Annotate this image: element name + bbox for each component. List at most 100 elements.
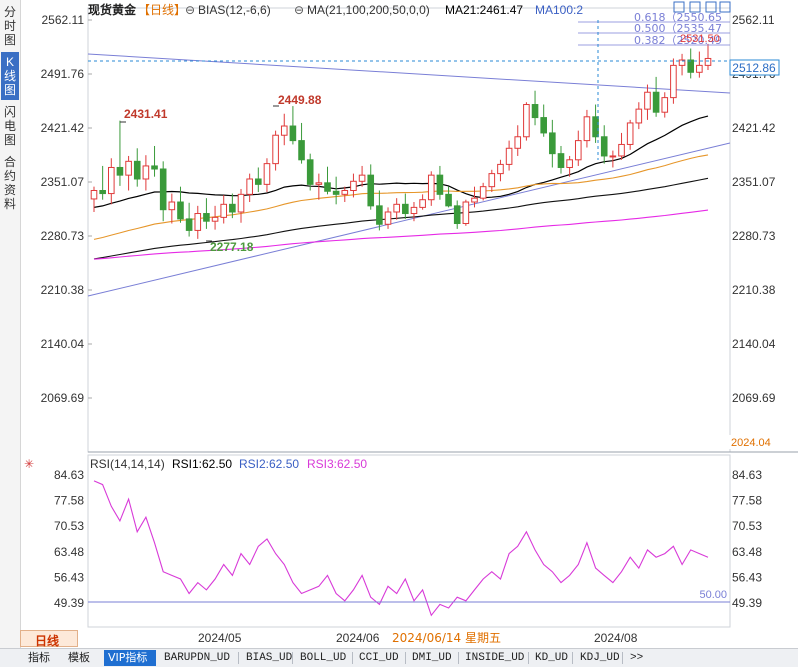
support-trendline [87, 142, 731, 297]
tab-indicator[interactable]: 指标 [28, 651, 50, 664]
tab-kdj[interactable]: KDJ_UD [580, 652, 620, 664]
candle-body [505, 147, 513, 165]
price-tick-right: 2069.69 [732, 391, 776, 405]
ma200-line [93, 209, 709, 260]
tab-barupdn[interactable]: BARUPDN_UD [164, 652, 231, 664]
expand-icon[interactable] [719, 1, 731, 13]
candle-body [246, 178, 253, 195]
candle-body [618, 143, 625, 157]
candle-body [540, 117, 547, 134]
price-annotations: 2431.41 2449.88 2277.18 [120, 93, 322, 254]
price-tick-left: 2280.73 [41, 229, 85, 243]
candle-body [696, 64, 703, 73]
candle-body [237, 193, 245, 213]
price-tick-left: 2069.69 [41, 391, 85, 405]
candle-body [358, 174, 366, 182]
candle-body [583, 116, 591, 142]
rsi2-value: RSI2:62.50 [239, 457, 299, 471]
annotation-label: 2431.41 [124, 107, 168, 121]
candle-body [523, 104, 530, 138]
tab-time-chart[interactable]: 分 时 图 [3, 5, 16, 47]
price-axis: 2562.112491.762421.422351.072280.732210.… [732, 13, 776, 405]
settings-icon[interactable]: ⊖ [185, 3, 195, 17]
fib-label: 0.382（2520.49 [634, 34, 722, 47]
tab-kline-chart[interactable]: K 线 图 [1, 52, 19, 100]
layout-icon[interactable] [689, 1, 701, 13]
tab-template[interactable]: 模板 [68, 651, 90, 664]
price-tick-left: 2491.76 [41, 67, 85, 81]
candle-body [306, 159, 314, 185]
candle-body [133, 160, 141, 180]
candle-body [384, 211, 392, 225]
candle-body [315, 182, 323, 185]
candle-body [203, 213, 210, 222]
candle-body [549, 132, 556, 155]
candle-body [376, 205, 383, 225]
tab-contract-info[interactable]: 合 约 资 料 [3, 155, 16, 211]
candle-body [151, 165, 158, 170]
rsi-settings-icon[interactable]: ✳ [24, 457, 34, 471]
candle-body [90, 189, 98, 200]
candle-body [592, 116, 599, 138]
rsi-axis: 84.63 84.63 77.58 77.58 70.53 70.53 63.48 63.48… [54, 468, 762, 610]
candle-body [419, 199, 426, 208]
fib-label: 0.618（2550.65 [634, 11, 722, 24]
tab-inside[interactable]: INSIDE_UD [465, 652, 525, 664]
tab-dmi[interactable]: DMI_UD [412, 652, 452, 664]
candle-body [159, 168, 167, 211]
tab-kd[interactable]: KD_UD [535, 652, 569, 664]
price-tick-right: 2210.38 [732, 283, 776, 297]
rsi-tick-left: 56.43 [54, 570, 84, 584]
price-tick-left: 2351.07 [41, 175, 85, 189]
candle-body [99, 189, 106, 195]
candle-body [255, 178, 262, 185]
candle-body [514, 136, 522, 149]
candle-body [531, 104, 539, 119]
tab-cci[interactable]: CCI_UD [359, 652, 399, 664]
candle-body [445, 193, 452, 207]
candle-body [600, 136, 608, 157]
rsi-tick-right: 49.39 [732, 596, 762, 610]
candle-body [350, 180, 357, 191]
bias-label: BIAS(12,-6,6) [198, 3, 271, 17]
candle-body [626, 122, 634, 145]
candle-body [687, 59, 695, 73]
tab-bias[interactable]: BIAS_UD [246, 652, 293, 664]
ma21-value: MA21:2461.47 [445, 3, 523, 17]
candle-body [488, 173, 496, 188]
chart-area: 现货黄金 【日线】 ⊖ BIAS(12,-6,6) ⊖ MA(21,100,20… [24, 1, 798, 645]
candle-body [557, 153, 565, 168]
tab-boll[interactable]: BOLL_UD [300, 652, 347, 664]
instrument-name: 现货黄金 [88, 2, 137, 17]
ma100-line [93, 177, 709, 260]
candle-body [661, 97, 669, 113]
tab-vip-indicator[interactable]: VIP指标 [104, 650, 156, 666]
date-label-jun: 2024/06 [336, 631, 380, 645]
rsi-tick-right: 77.58 [732, 494, 762, 508]
rsi-label: RSI(14,14,14) [90, 457, 165, 471]
period-tab[interactable]: 日线 [35, 634, 60, 648]
candle-body [670, 64, 677, 99]
tab-flash-chart[interactable]: 闪 电 图 [3, 105, 16, 147]
rsi-tick-right: 63.48 [732, 545, 762, 559]
price-panel-frame [87, 7, 731, 453]
candle-body [704, 57, 712, 66]
rsi-tick-right: 70.53 [732, 519, 762, 533]
candle-body [574, 140, 582, 161]
grid-icon[interactable] [673, 1, 685, 13]
candle-body [497, 163, 504, 175]
candle-body [177, 201, 184, 220]
candle-body [436, 174, 444, 195]
rsi-tick-left: 49.39 [54, 596, 84, 610]
ma-settings-icon[interactable]: ⊖ [294, 3, 304, 17]
candle-body [341, 189, 349, 195]
candle-body [280, 125, 288, 136]
zoom-icon[interactable] [705, 1, 717, 13]
rsi-line [93, 480, 709, 617]
period-label[interactable]: 【日线】 [138, 3, 186, 17]
candle-body [324, 182, 331, 192]
rsi-tick-left: 77.58 [54, 494, 84, 508]
rsi1-value: RSI1:62.50 [172, 457, 232, 471]
tab-more[interactable]: >> [630, 652, 644, 664]
price-tick-left: 2140.04 [41, 337, 85, 351]
